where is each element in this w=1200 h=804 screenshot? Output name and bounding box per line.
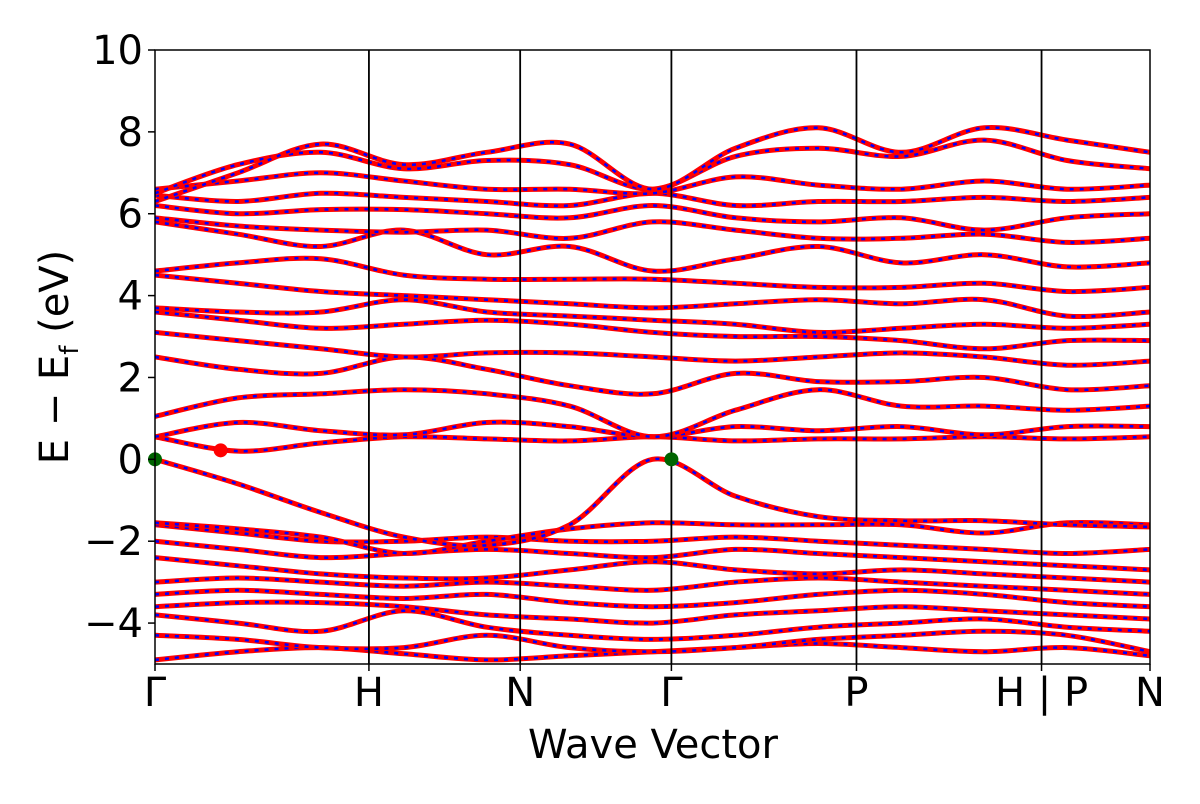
y-axis-label-unit: (eV) <box>32 250 78 346</box>
band-19-overlay-line <box>155 256 1150 293</box>
band-2-overlay-line <box>155 609 1150 641</box>
y-tick-label-0: −4 <box>84 601 143 647</box>
band-16-overlay-line <box>155 310 1150 351</box>
band-7-line <box>155 538 1150 573</box>
plot-frame <box>154 49 1151 665</box>
band-15-overlay-line <box>155 331 1150 367</box>
y-ticks-layer: −4 −2 0 2 4 6 8 10 <box>84 28 155 647</box>
bands-layer <box>155 125 1150 663</box>
x-tick-label-1: H <box>354 670 384 716</box>
band-17-overlay-line <box>155 298 1150 334</box>
y-tick-label-4: 4 <box>118 274 143 320</box>
band-13-line <box>155 387 1150 440</box>
band-10-overlay-line <box>155 457 1150 547</box>
x-tick-label-0: Γ <box>144 670 167 716</box>
y-axis-label: E − Ef (eV) <box>32 250 85 465</box>
y-tick-label-7: 10 <box>92 28 143 74</box>
band-5-overlay-line <box>155 576 1150 596</box>
band-3-overlay-line <box>155 600 1150 625</box>
y-tick-label-1: −2 <box>84 519 143 565</box>
band-18-overlay-line <box>155 273 1150 318</box>
marker-2 <box>213 443 228 458</box>
marker-1 <box>664 452 679 467</box>
band-20-line <box>155 219 1150 274</box>
band-21-overlay-line <box>155 216 1150 244</box>
band-14-overlay-line <box>155 355 1150 396</box>
x-tick-label-6: N <box>1135 670 1165 716</box>
x-tick-label-5: H | P <box>995 670 1088 716</box>
x-tick-label-2: N <box>505 670 535 716</box>
band-6-overlay-line <box>155 556 1150 584</box>
x-tick-label-4: P <box>844 670 868 716</box>
band-7-overlay-line <box>155 539 1150 572</box>
markers-layer <box>148 443 679 467</box>
band-4-overlay-line <box>155 589 1150 608</box>
band-26-line <box>155 125 1150 204</box>
band-1-overlay-line <box>155 630 1150 653</box>
x-tick-label-3: Γ <box>660 670 683 716</box>
band-14-line <box>155 354 1150 397</box>
x-ticks-layer: Γ H N Γ P H | P N <box>144 664 1165 716</box>
band-22-overlay-line <box>155 204 1150 232</box>
y-axis-label-sub: f <box>55 345 85 355</box>
y-tick-label-5: 6 <box>118 192 143 238</box>
band-9-overlay-line <box>155 521 1150 555</box>
band-23-overlay-line <box>155 191 1150 208</box>
band-16-line <box>155 309 1150 352</box>
kpoint-lines-layer <box>368 50 1043 664</box>
band-8-overlay-line <box>155 523 1150 555</box>
band-24-overlay-line <box>155 171 1150 195</box>
x-axis-label: Wave Vector <box>528 722 779 768</box>
y-tick-label-6: 8 <box>118 110 143 156</box>
band-8-line <box>155 522 1150 556</box>
y-tick-label-3: 2 <box>118 355 143 401</box>
y-tick-label-2: 0 <box>118 437 143 483</box>
band-0-overlay-line <box>155 642 1150 662</box>
y-axis-label-main: E − E <box>32 355 78 465</box>
band-19-line <box>155 255 1150 295</box>
band-22-line <box>155 203 1150 233</box>
